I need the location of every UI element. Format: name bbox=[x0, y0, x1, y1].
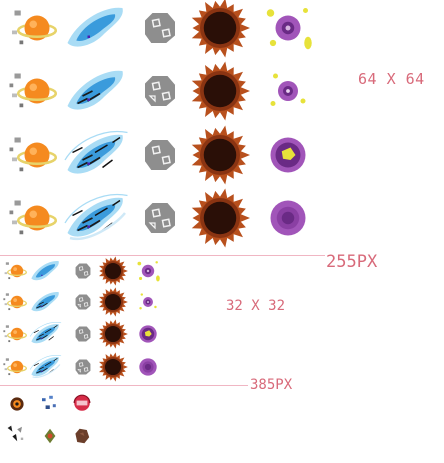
sprite-64-planet-4 bbox=[9, 200, 57, 235]
sprite-32-comet-3 bbox=[29, 322, 62, 344]
sprite-64-planet-1 bbox=[12, 10, 57, 45]
size-label-255: 255PX bbox=[326, 252, 378, 272]
sprite-64-portal-4 bbox=[270, 200, 306, 236]
sprite-64-comet-3 bbox=[64, 130, 128, 174]
sprite-64-asteroid-1 bbox=[145, 13, 175, 43]
misc-seed-icon bbox=[44, 428, 56, 444]
sprite-32-portal-2 bbox=[139, 293, 157, 310]
misc-fragments-icon bbox=[42, 395, 56, 409]
sprite-32-portal-1 bbox=[137, 261, 160, 282]
sprite-32-black-hole-1 bbox=[98, 256, 128, 286]
sprite-32-asteroid-1 bbox=[75, 263, 91, 279]
misc-rock-icon bbox=[75, 428, 90, 444]
sprite-32-asteroid-4 bbox=[75, 359, 91, 375]
sprite-64-portal-3 bbox=[270, 137, 306, 173]
sprite-64-comet-1 bbox=[67, 7, 123, 47]
sprite-64-black-hole-2 bbox=[191, 61, 250, 121]
sprite-32-planet-1 bbox=[4, 262, 27, 280]
sprite-64-comet-2 bbox=[67, 70, 123, 110]
sprite-64-black-hole-4 bbox=[191, 188, 250, 248]
sprite-64-planet-3 bbox=[9, 137, 57, 172]
sprite-32-black-hole-2 bbox=[98, 287, 128, 317]
size-label-64: 64 X 64 bbox=[358, 70, 425, 88]
sprite-32-black-hole-4 bbox=[98, 352, 128, 382]
sprite-32-planet-2 bbox=[3, 293, 27, 311]
sprite-64-comet-4 bbox=[64, 193, 128, 241]
misc-shards-icon bbox=[7, 425, 24, 442]
misc-helmet-icon bbox=[73, 394, 91, 411]
sprite-32-portal-4 bbox=[139, 358, 157, 376]
misc-target-icon bbox=[10, 397, 24, 411]
sprite-64-black-hole-3 bbox=[191, 125, 250, 185]
sprite-32-black-hole-3 bbox=[98, 319, 128, 349]
sprite-64-planet-2 bbox=[9, 73, 57, 108]
divider-255 bbox=[0, 255, 325, 256]
sprite-32-asteroid-2 bbox=[75, 294, 91, 310]
sprite-64-asteroid-2 bbox=[145, 76, 175, 106]
sprite-32-portal-3 bbox=[139, 325, 157, 343]
sprite-64-asteroid-3 bbox=[145, 140, 175, 170]
sprite-32-asteroid-3 bbox=[75, 326, 91, 342]
sprite-64-portal-2 bbox=[270, 73, 306, 106]
sprite-32-comet-1 bbox=[31, 260, 59, 281]
sprite-32-comet-2 bbox=[31, 291, 59, 312]
sprite-32-planet-4 bbox=[3, 358, 27, 376]
size-label-385: 385PX bbox=[250, 377, 293, 393]
sprite-64-portal-1 bbox=[266, 8, 312, 50]
sprite-32-comet-4 bbox=[29, 355, 62, 378]
sprite-64-black-hole-1 bbox=[191, 0, 250, 58]
sprite-64-asteroid-4 bbox=[145, 203, 175, 233]
divider-385 bbox=[0, 385, 248, 386]
size-label-32: 32 X 32 bbox=[226, 298, 286, 314]
sprite-32-planet-3 bbox=[3, 325, 27, 343]
